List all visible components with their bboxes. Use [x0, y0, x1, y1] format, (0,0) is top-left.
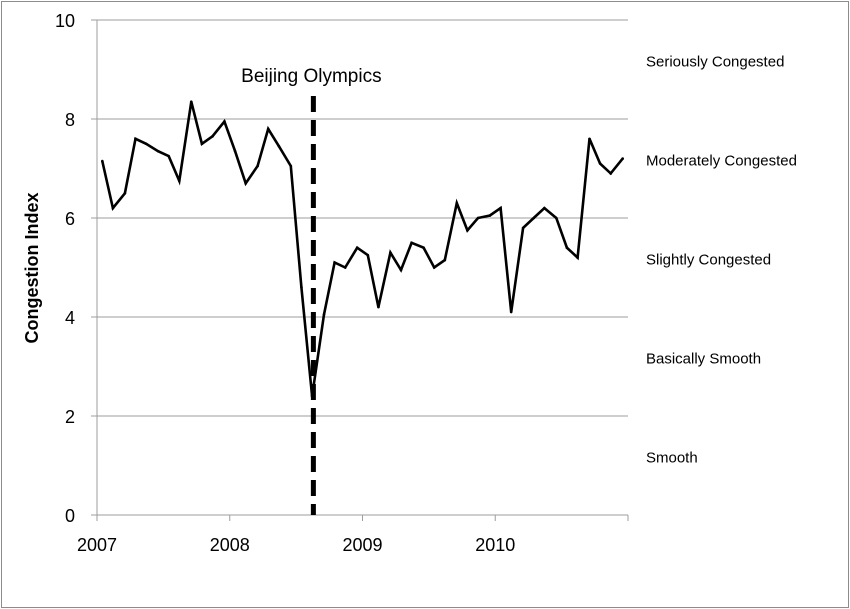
data-point	[443, 258, 447, 262]
x-tick-labels: 2007 2008 2009 2010	[77, 535, 515, 555]
data-point	[355, 246, 359, 249]
data-point	[432, 266, 436, 269]
data-point	[189, 100, 193, 103]
data-point	[123, 191, 127, 195]
data-point	[277, 144, 281, 148]
x-tick-label: 2009	[342, 535, 382, 555]
data-point	[476, 216, 480, 220]
y-tick-label: 2	[65, 407, 75, 427]
data-point	[134, 137, 137, 141]
data-point	[609, 172, 613, 175]
data-point	[256, 164, 259, 168]
data-point	[333, 261, 336, 264]
data-point	[322, 313, 326, 316]
data-point	[389, 251, 392, 254]
data-point	[343, 266, 347, 269]
data-point	[576, 256, 579, 259]
data-point	[588, 137, 591, 141]
band-label: Seriously Congested	[646, 54, 784, 71]
data-point	[565, 246, 569, 249]
olympics-marker: Beijing Olympics	[241, 66, 382, 515]
data-point	[266, 127, 270, 131]
data-point	[156, 149, 160, 153]
band-labels: Seriously Congested Moderately Congested S…	[646, 54, 797, 467]
series-line	[101, 100, 624, 398]
data-point	[509, 310, 513, 314]
data-point	[101, 159, 104, 163]
data-point	[144, 142, 148, 146]
data-point	[178, 179, 181, 183]
data-point	[621, 157, 624, 160]
data-point	[422, 246, 425, 249]
data-point	[200, 142, 204, 146]
data-point	[499, 206, 502, 210]
olympics-label: Beijing Olympics	[241, 66, 381, 87]
band-label: Basically Smooth	[646, 351, 761, 368]
y-tick-label: 10	[55, 11, 75, 31]
series-line-path	[101, 101, 624, 397]
data-point	[310, 394, 314, 398]
data-point	[543, 206, 546, 210]
data-point	[111, 206, 115, 210]
y-tick-label: 6	[65, 209, 75, 229]
data-point	[521, 226, 525, 230]
data-point	[211, 135, 214, 138]
y-axis-label: Congestion Index	[22, 192, 42, 343]
data-point	[233, 149, 237, 153]
data-point	[555, 216, 558, 220]
data-point	[410, 241, 413, 245]
band-label: Slightly Congested	[646, 252, 771, 269]
x-tick-label: 2007	[77, 535, 117, 555]
y-tick-labels: 0 2 4 6 8 10	[55, 11, 75, 526]
data-point	[289, 164, 293, 168]
y-tick-label: 8	[65, 110, 75, 130]
band-label: Smooth	[646, 450, 698, 467]
axes	[91, 19, 629, 521]
gridlines	[97, 19, 628, 417]
data-point	[466, 229, 469, 232]
y-tick-label: 4	[65, 308, 75, 328]
data-point	[598, 162, 602, 165]
data-point	[377, 305, 380, 309]
data-point	[399, 268, 403, 272]
data-point	[300, 286, 303, 289]
x-tick-label: 2008	[210, 535, 250, 555]
data-point	[223, 120, 226, 123]
data-point	[244, 182, 247, 185]
data-point	[167, 154, 170, 158]
data-point	[488, 214, 492, 217]
data-point	[455, 201, 459, 205]
data-point	[532, 216, 536, 220]
band-label: Moderately Congested	[646, 153, 797, 170]
data-point	[366, 253, 370, 257]
y-tick-label: 0	[65, 506, 75, 526]
x-tick-label: 2010	[475, 535, 515, 555]
